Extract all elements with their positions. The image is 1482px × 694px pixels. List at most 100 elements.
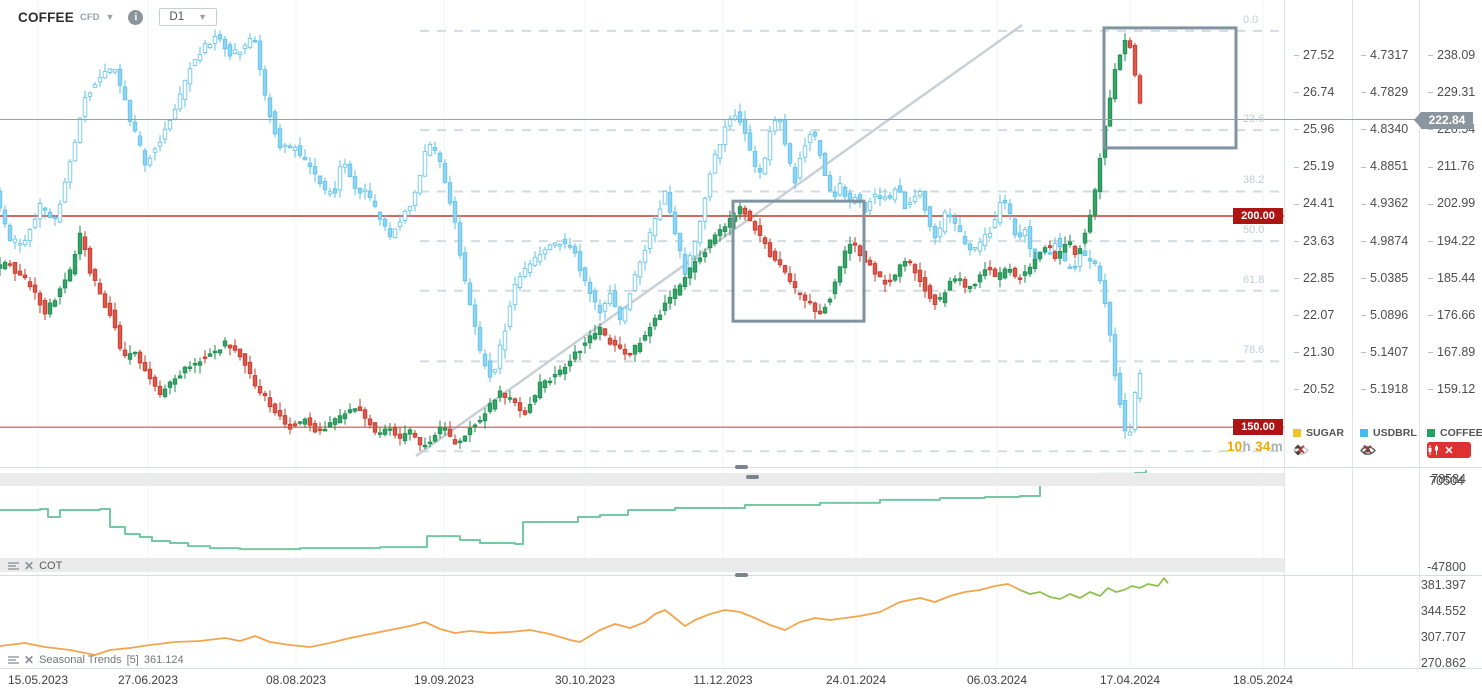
tick-mark [1294, 203, 1299, 205]
chart-panel[interactable] [0, 575, 1284, 668]
tick-mark [1361, 277, 1366, 279]
legend-item-coffee[interactable]: COFFEE ✕ [1427, 427, 1482, 458]
date-label: 27.06.2023 [117, 673, 179, 687]
instrument-type-label: CFD [79, 11, 100, 23]
coffee-swatch-icon [1427, 429, 1435, 437]
seasonal-param: [5] [126, 654, 139, 666]
current-price-line [0, 119, 1421, 120]
axis-divider [1284, 0, 1285, 668]
chevron-down-icon: ▼ [198, 12, 208, 22]
chart-panel[interactable] [0, 0, 1284, 467]
tick-mark [1361, 129, 1366, 131]
axis-divider [1352, 0, 1353, 668]
tick-mark [1361, 55, 1366, 57]
sort-arrows-icon[interactable] [1360, 444, 1370, 456]
axis-tick-usdbrl: 5.1918 [1361, 382, 1408, 396]
tick-mark [1294, 352, 1299, 353]
axis-tick-sugar: 25.96 [1294, 122, 1334, 136]
axis-tick-sugar: 20.52 [1294, 382, 1334, 396]
seasonal-axis-tick: 381.397 [1420, 578, 1466, 592]
seasonal-current-value: 361.124 [143, 654, 184, 666]
indicator-settings-icon[interactable] [8, 655, 19, 665]
cot-overlap-value: 70504 [1429, 474, 1464, 488]
info-icon[interactable]: i [128, 9, 144, 25]
tick-mark [1428, 352, 1433, 353]
price-chart[interactable] [0, 0, 1284, 694]
axis-tick-coffee: 229.31 [1428, 85, 1475, 99]
date-label: 15.05.2023 [7, 673, 69, 687]
indicator-settings-icon[interactable] [8, 561, 19, 571]
axis-tick-usdbrl: 5.0385 [1361, 271, 1408, 285]
candle-countdown-timer: 10h 34m [1226, 439, 1283, 454]
axis-tick-coffee: 238.09 [1428, 48, 1475, 62]
symbol-name[interactable]: COFFEE [18, 9, 74, 25]
legend-item-sugar[interactable]: SUGAR ✕ [1293, 427, 1355, 457]
visibility-toggle-icon[interactable] [1360, 445, 1376, 456]
axis-tick-sugar: 24.41 [1294, 196, 1334, 210]
tick-mark [1361, 203, 1366, 205]
axis-tick-usdbrl: 5.1407 [1361, 345, 1408, 359]
tick-mark [1428, 129, 1433, 131]
axis-tick-coffee: 185.44 [1428, 271, 1475, 285]
axis-divider [1419, 0, 1420, 668]
tick-mark [1428, 55, 1433, 57]
date-label: 08.08.2023 [265, 673, 327, 687]
tick-mark [1428, 277, 1433, 279]
axis-tick-coffee: 167.89 [1428, 345, 1475, 359]
tick-mark [1294, 389, 1299, 391]
tick-mark [1361, 389, 1366, 391]
tick-mark [1294, 92, 1299, 94]
sort-arrows-icon[interactable] [1293, 444, 1303, 456]
cot-label-band [0, 558, 1284, 572]
axis-tick-usdbrl: 4.9362 [1361, 196, 1408, 210]
close-icon[interactable]: ✕ [24, 559, 35, 573]
axis-tick-usdbrl: 4.9874 [1361, 234, 1408, 248]
axis-tick-coffee: 159.12 [1428, 382, 1475, 396]
tick-mark [1361, 314, 1366, 316]
axis-tick-coffee: 194.22 [1428, 234, 1475, 248]
axis-tick-sugar: 25.19 [1294, 159, 1334, 173]
axis-tick-usdbrl: 4.8340 [1361, 122, 1408, 136]
timeframe-value: D1 [169, 11, 185, 23]
date-label: 17.04.2024 [1099, 673, 1161, 687]
legend-label: USDBRL [1373, 427, 1417, 439]
timeframe-dropdown[interactable]: D1 ▼ [159, 8, 218, 26]
fib-level-label: 61.8 [1243, 273, 1265, 286]
tick-mark [1294, 314, 1299, 316]
panel-resize-handle[interactable] [735, 465, 748, 469]
cot-panel-title: COT [39, 560, 63, 572]
axis-tick-sugar: 26.74 [1294, 85, 1334, 99]
tick-mark [1294, 55, 1299, 57]
tick-mark [1428, 314, 1433, 316]
date-label: 06.03.2024 [966, 673, 1028, 687]
fib-level-label: 78.6 [1243, 344, 1265, 357]
cot-max-value: 78584 [1431, 472, 1466, 486]
date-label: 19.09.2023 [413, 673, 475, 687]
cot-panel-header: ✕ COT [8, 560, 62, 572]
axis-tick-usdbrl: 5.0896 [1361, 308, 1408, 322]
panel-divider [0, 668, 1482, 669]
seasonal-axis-tick: 344.552 [1420, 604, 1466, 618]
resistance-level-badge[interactable]: 200.00 [1233, 208, 1283, 224]
tick-mark [1428, 389, 1433, 391]
seasonal-axis-tick: 270.862 [1420, 656, 1466, 670]
axis-tick-usdbrl: 4.7317 [1361, 48, 1408, 62]
axis-tick-sugar: 27.52 [1294, 48, 1334, 62]
axis-tick-coffee: 211.76 [1428, 159, 1474, 173]
close-icon[interactable]: ✕ [1444, 444, 1454, 457]
axis-tick-sugar: 23.63 [1294, 234, 1334, 248]
panel-resize-handle[interactable] [735, 573, 748, 577]
axis-tick-usdbrl: 4.7829 [1361, 85, 1408, 99]
close-icon[interactable]: ✕ [24, 653, 35, 667]
fib-level-label: 38.2 [1243, 174, 1265, 187]
legend-item-usdbrl[interactable]: USDBRL ✕ [1360, 427, 1422, 457]
active-instrument-badge[interactable]: ✕ [1427, 442, 1471, 458]
legend-label: COFFEE [1440, 427, 1482, 439]
fib-level-label: 23.6 [1243, 113, 1265, 126]
tick-mark [1294, 166, 1299, 168]
support-level-badge[interactable]: 150.00 [1233, 419, 1283, 435]
date-label: 30.10.2023 [554, 673, 616, 687]
remove-instrument-icon[interactable]: ✕ [1295, 443, 1306, 456]
panel-resize-handle[interactable] [746, 475, 759, 479]
chevron-down-icon[interactable]: ▼ [105, 12, 115, 22]
